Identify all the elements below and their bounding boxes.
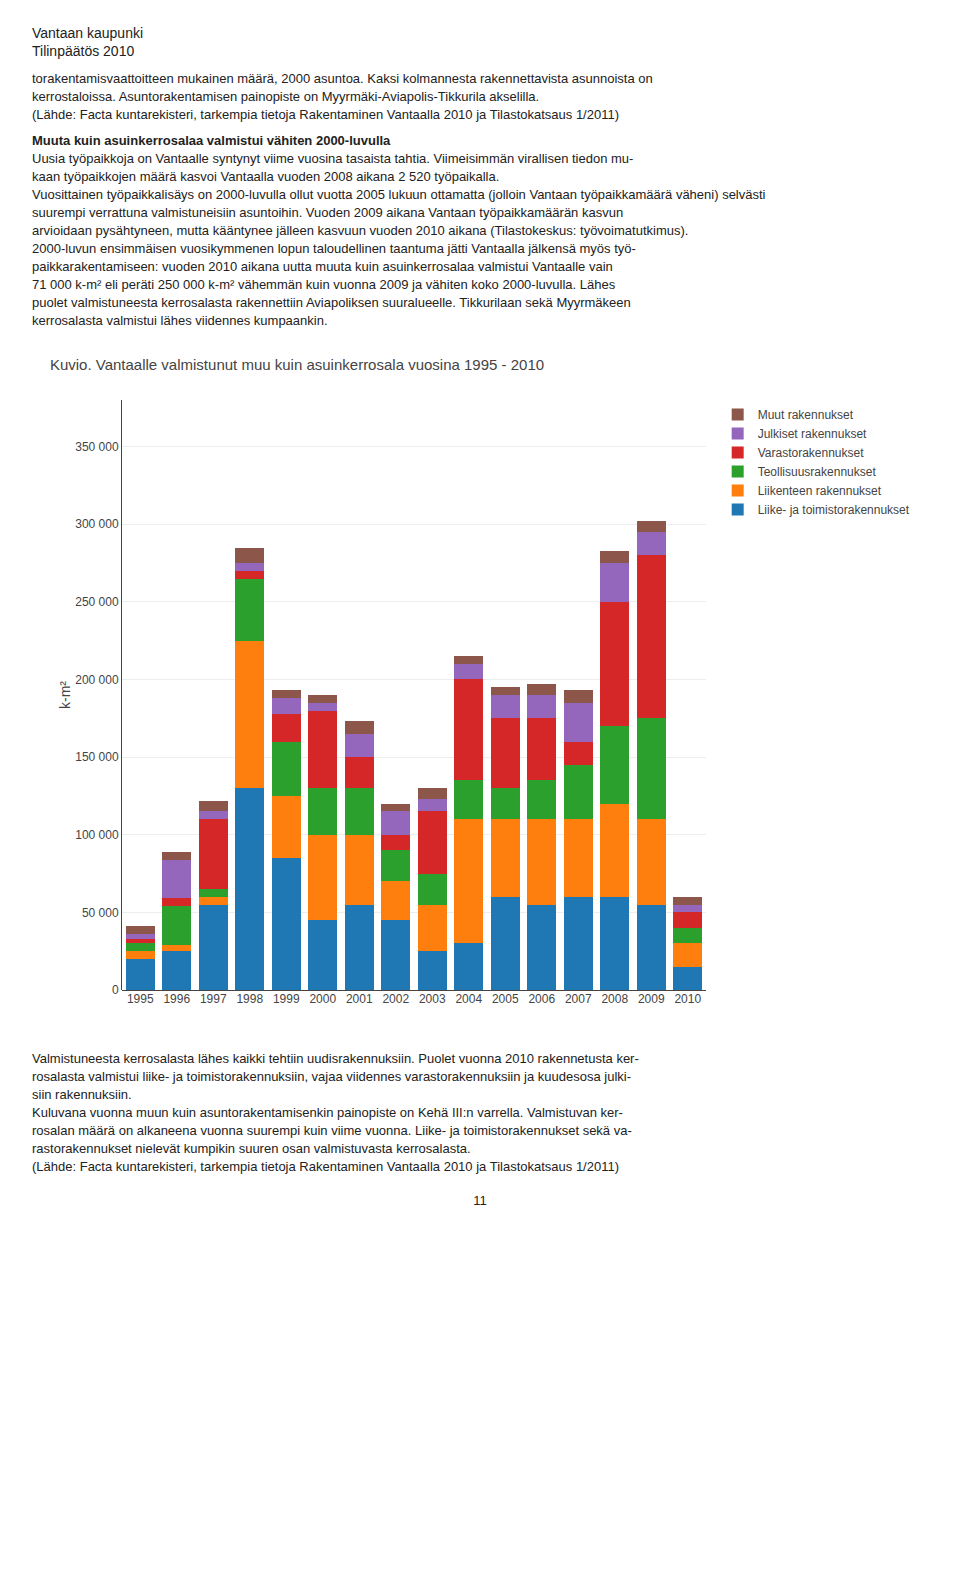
svg-text:k-m²: k-m² <box>57 681 73 709</box>
svg-text:0: 0 <box>112 983 119 997</box>
svg-text:1997: 1997 <box>200 992 227 1006</box>
html-text:(Lähde: Facta kuntarekisteri,: (Lähde: Facta kuntarekisteri, tarkempia … <box>32 107 619 122</box>
html-text:paikkarakentamiseen: vuoden 20: paikkarakentamiseen: vuoden 2010 aikana … <box>32 259 613 274</box>
html-text:torakentamisvaattoitteen mukai: torakentamisvaattoitteen mukainen määrä,… <box>32 71 653 86</box>
svg-text:Liikenteen rakennukset: Liikenteen rakennukset <box>758 484 882 498</box>
html-text:Valmistuneesta kerrosalasta lä: Valmistuneesta kerrosalasta lähes kaikki… <box>32 1051 639 1066</box>
svg-text:150 000: 150 000 <box>75 750 119 764</box>
svg-text:Varastorakennukset: Varastorakennukset <box>758 446 865 460</box>
svg-text:2008: 2008 <box>601 992 628 1006</box>
html-text:11: 11 <box>473 1193 487 1208</box>
svg-text:2005: 2005 <box>492 992 519 1006</box>
html-text:rosalan määrä on alkaneena vuo: rosalan määrä on alkaneena vuonna suurem… <box>32 1123 632 1138</box>
svg-text:2003: 2003 <box>419 992 446 1006</box>
html-text:Kuluvana vuonna muun kuin asun: Kuluvana vuonna muun kuin asuntorakentam… <box>32 1105 623 1120</box>
html-text:Uusia työpaikkoja on Vantaalle: Uusia työpaikkoja on Vantaalle syntynyt … <box>32 151 634 166</box>
svg-text:350 000: 350 000 <box>75 440 119 454</box>
html-text:2000-luvun ensimmäisen vuosiky: 2000-luvun ensimmäisen vuosikymmenen lop… <box>32 241 636 256</box>
html-text:Vantaan kaupunki: Vantaan kaupunki <box>32 25 144 41</box>
svg-text:Kuvio. Vantaalle valmistunut m: Kuvio. Vantaalle valmistunut muu kuin as… <box>50 356 544 373</box>
svg-text:300 000: 300 000 <box>75 517 119 531</box>
svg-text:200 000: 200 000 <box>75 673 119 687</box>
html-text:Muuta kuin asuinkerrosalaa val: Muuta kuin asuinkerrosalaa valmistui väh… <box>32 133 391 148</box>
svg-text:Teollisuusrakennukset: Teollisuusrakennukset <box>758 465 877 479</box>
svg-text:1995: 1995 <box>127 992 154 1006</box>
html-text:siin rakennuksiin.: siin rakennuksiin. <box>32 1087 132 1102</box>
svg-text:2004: 2004 <box>455 992 482 1006</box>
svg-text:2009: 2009 <box>638 992 665 1006</box>
html-text:suurempi verrattuna valmistune: suurempi verrattuna valmistuneisiin asun… <box>32 205 624 220</box>
html-text:Tilinpäätös 2010: Tilinpäätös 2010 <box>32 43 135 59</box>
svg-text:250 000: 250 000 <box>75 595 119 609</box>
html-text:puolet valmistuneesta kerrosal: puolet valmistuneesta kerrosalasta raken… <box>32 295 631 310</box>
html-text:71 000 k-m² eli peräti 250 000: 71 000 k-m² eli peräti 250 000 k-m² vähe… <box>32 277 616 292</box>
svg-text:1996: 1996 <box>163 992 190 1006</box>
svg-text:2000: 2000 <box>309 992 336 1006</box>
html-text:kaan työpaikkojen määrä kasvoi: kaan työpaikkojen määrä kasvoi Vantaalla… <box>32 169 500 184</box>
svg-text:Liike- ja toimistorakennukset: Liike- ja toimistorakennukset <box>758 503 910 517</box>
html-text:kerrostaloissa. Asuntorakentam: kerrostaloissa. Asuntorakentamisen paino… <box>32 89 540 104</box>
html-text:arvioidaan pysähtyneen, mutta: arvioidaan pysähtyneen, mutta kääntynee … <box>32 223 689 238</box>
svg-text:2001: 2001 <box>346 992 373 1006</box>
svg-text:2006: 2006 <box>528 992 555 1006</box>
svg-text:Julkiset rakennukset: Julkiset rakennukset <box>758 427 867 441</box>
svg-text:100 000: 100 000 <box>75 828 119 842</box>
svg-text:1998: 1998 <box>236 992 263 1006</box>
svg-text:50 000: 50 000 <box>82 906 119 920</box>
html-text:rastorakennukset nielevät kump: rastorakennukset nielevät kumpikin suure… <box>32 1141 471 1156</box>
html-text:kerrosalasta valmistui lähes v: kerrosalasta valmistui lähes viidennes k… <box>32 313 328 328</box>
svg-text:2007: 2007 <box>565 992 592 1006</box>
html-text:Vuosittainen työpaikkalisäys o: Vuosittainen työpaikkalisäys on 2000-luv… <box>32 187 766 202</box>
svg-text:1999: 1999 <box>273 992 300 1006</box>
svg-text:2010: 2010 <box>674 992 701 1006</box>
svg-text:2002: 2002 <box>382 992 409 1006</box>
svg-text:Muut rakennukset: Muut rakennukset <box>758 408 854 422</box>
html-text:(Lähde: Facta kuntarekisteri,: (Lähde: Facta kuntarekisteri, tarkempia … <box>32 1159 619 1174</box>
html-text:rosalasta valmistui liike- ja: rosalasta valmistui liike- ja toimistora… <box>32 1069 631 1084</box>
